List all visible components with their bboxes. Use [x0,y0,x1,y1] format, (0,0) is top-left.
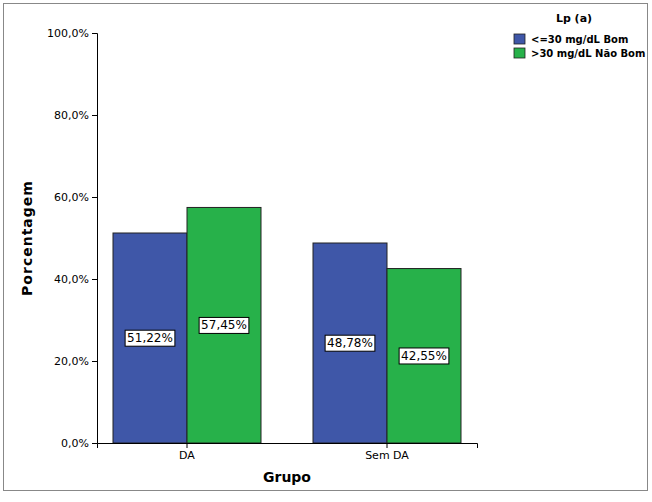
data-label: 51,22% [127,331,173,345]
legend-title: Lp (a) [556,12,592,25]
x-tick-mark [187,443,188,448]
y-tick-label: 20,0% [54,355,89,368]
y-axis-line [92,34,98,444]
data-label-box [399,348,449,364]
y-tick: 80,0% [54,109,97,122]
data-label: 42,55% [401,349,447,363]
y-tick: 40,0% [54,273,97,286]
data-label-box [199,317,249,333]
x-tick: Sem DA [365,443,409,462]
bar [387,269,461,443]
y-tick-label: 100,0% [47,27,89,40]
y-tick: 100,0% [47,27,97,40]
legend-swatch [514,48,525,58]
x-axis-title: Grupo [263,469,311,485]
y-tick-mark [92,361,97,362]
y-axis-title: Porcentagem [19,180,35,296]
data-label: 57,45% [201,318,247,332]
x-axis: DA Sem DA [98,443,478,462]
y-tick-mark [92,197,97,198]
data-label-box [325,335,375,351]
y-tick: 0,0% [61,437,97,450]
bars [113,207,461,443]
y-tick-label: 80,0% [54,109,89,122]
x-tick-mark [387,443,388,448]
bar [313,243,387,443]
y-tick-label: 40,0% [54,273,89,286]
chart: 0,0% 20,0% 40,0% 60,0% 80,0% 100,0% DA Sem DA 51… [0,0,652,502]
y-tick: 20,0% [54,355,97,368]
data-label-group: 48,78% [325,335,375,351]
y-tick: 60,0% [54,191,97,204]
bar [187,207,261,443]
y-tick-mark [92,33,97,34]
y-tick-mark [92,443,97,444]
legend-label: <=30 mg/dL Bom [531,34,628,45]
y-tick-mark [92,115,97,116]
legend: Lp (a) <=30 mg/dL Bom >30 mg/dL Não Bom [514,12,645,59]
y-tick-label: 60,0% [54,191,89,204]
x-tick-label: Sem DA [365,449,409,462]
data-label-box [125,330,175,346]
y-axis: 0,0% 20,0% 40,0% 60,0% 80,0% 100,0% [47,27,97,450]
x-tick: DA [179,443,195,462]
y-tick-mark [92,279,97,280]
legend-swatch [514,34,525,44]
y-tick-label: 0,0% [61,437,89,450]
legend-label: >30 mg/dL Não Bom [531,48,645,59]
data-label-group: 51,22% [125,330,175,346]
data-labels: 51,22% 48,78% 57,45% 42,55% [125,317,449,364]
data-label: 48,78% [327,336,373,350]
frame [4,4,648,491]
bar [113,233,187,443]
x-tick-label: DA [179,449,195,462]
data-label-group: 42,55% [399,348,449,364]
data-label-group: 57,45% [199,317,249,333]
x-axis-line [98,444,478,449]
